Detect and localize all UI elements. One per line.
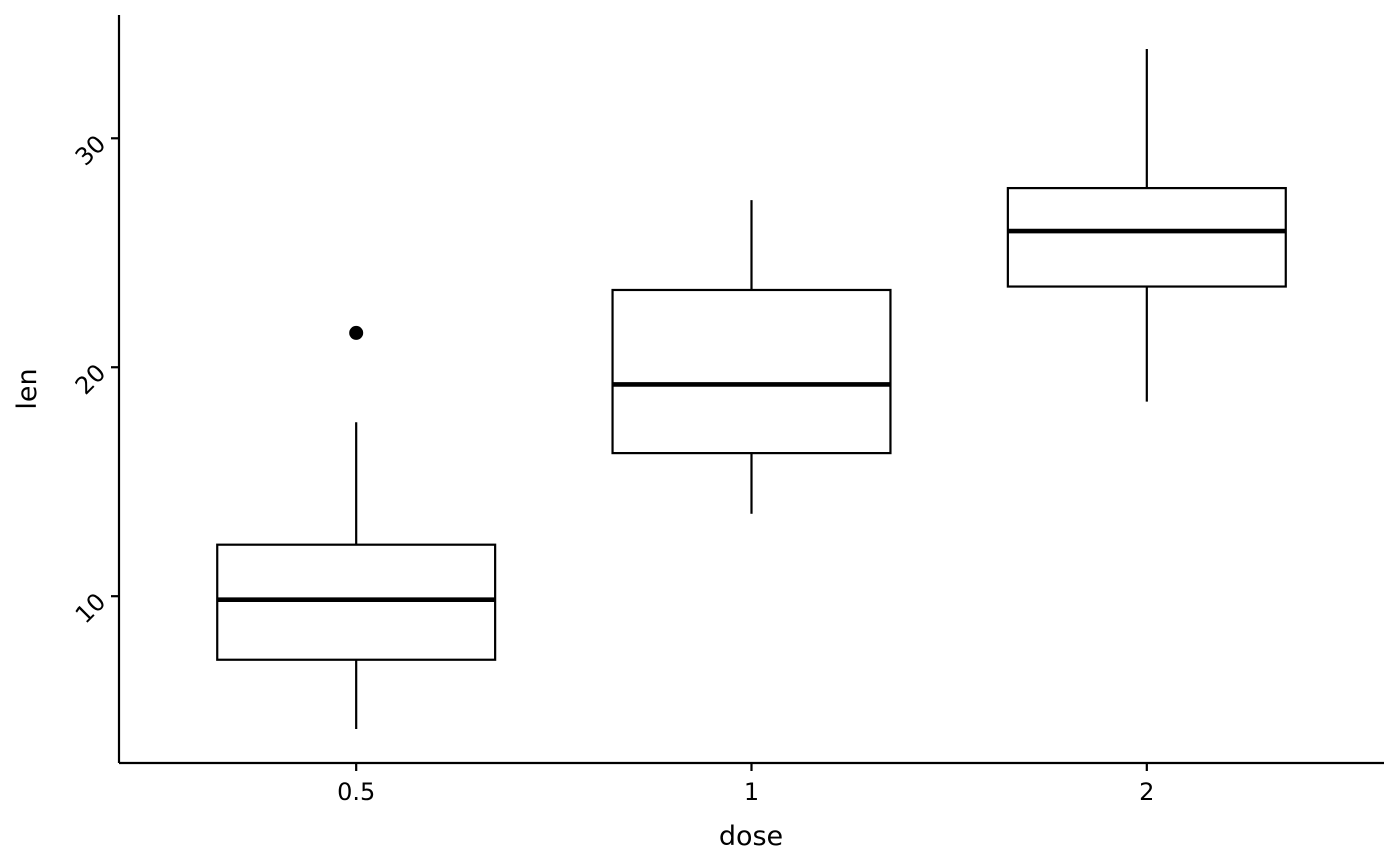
iqr-box [611, 288, 892, 455]
x-tick-label: 0.5 [337, 778, 375, 806]
x-tick-label: 1 [744, 778, 759, 806]
x-axis-title: dose [719, 821, 783, 852]
iqr-box [216, 543, 497, 661]
plot-layer: 10 20 30 0.5 1 2 [70, 15, 1384, 806]
iqr-box [1006, 186, 1287, 288]
x-tick-label: 2 [1139, 778, 1154, 806]
y-tick-label: 30 [70, 130, 111, 171]
y-tick-label: 10 [70, 588, 111, 629]
outlier-point [349, 325, 364, 340]
y-tick-label: 20 [70, 359, 111, 400]
y-axis-title: len [12, 368, 43, 409]
